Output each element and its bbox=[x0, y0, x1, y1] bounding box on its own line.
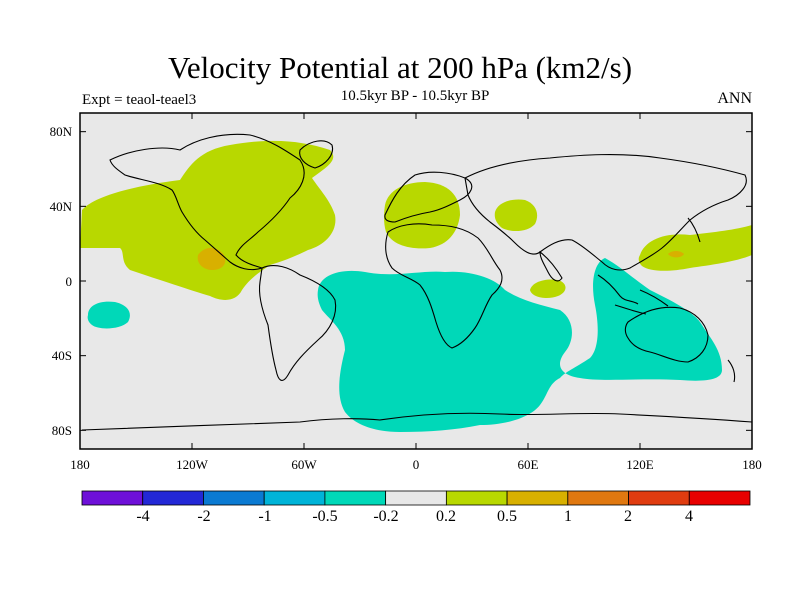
experiment-label: Expt = teaol-teael3 bbox=[82, 92, 197, 108]
colorbar-label: 2 bbox=[624, 508, 632, 525]
x-tick-label: 0 bbox=[412, 457, 420, 472]
colorbar-label: 0.2 bbox=[436, 508, 456, 525]
colorbar-label: -1 bbox=[258, 508, 272, 525]
region-middle-east bbox=[494, 199, 538, 232]
colorbar-swatch bbox=[142, 490, 204, 506]
colorbar-label: 4 bbox=[685, 508, 693, 525]
colorbar-label: -2 bbox=[197, 508, 211, 525]
colorbar-swatch bbox=[385, 490, 447, 506]
region-western-pacific bbox=[638, 225, 752, 271]
colorbar-swatch bbox=[688, 490, 751, 506]
region-europe bbox=[384, 182, 460, 249]
x-tick-label: 120E bbox=[626, 457, 654, 472]
colorbar-label: -4 bbox=[136, 508, 150, 525]
x-tick-label: 60W bbox=[291, 457, 317, 472]
colorbar-swatch bbox=[628, 490, 690, 506]
y-tick-label: 0 bbox=[65, 274, 73, 289]
colorbar-label: -0.2 bbox=[373, 508, 399, 525]
colorbar-label: 1 bbox=[564, 508, 572, 525]
season-label: ANN bbox=[717, 90, 752, 107]
axis-ticks bbox=[79, 113, 753, 449]
colorbar-swatch bbox=[567, 490, 629, 506]
region-eastern-pacific-core bbox=[197, 247, 226, 270]
colorbar bbox=[81, 490, 751, 506]
colorbar-swatch bbox=[324, 490, 387, 506]
region-south-pacific bbox=[87, 301, 130, 329]
chart-title: Velocity Potential at 200 hPa (km2/s) bbox=[167, 50, 633, 85]
y-tick-label: 40N bbox=[49, 199, 72, 214]
coastlines bbox=[81, 133, 753, 431]
colorbar-swatch bbox=[506, 490, 569, 506]
colorbar-swatch bbox=[445, 490, 508, 506]
x-tick-label: 120W bbox=[176, 457, 208, 472]
x-tick-label: 180 bbox=[70, 457, 90, 472]
y-tick-label: 80N bbox=[49, 124, 72, 139]
x-tick-label: 180 bbox=[742, 457, 762, 472]
region-south-atlantic bbox=[317, 258, 722, 432]
chart-subtitle: 10.5kyr BP - 10.5kyr BP bbox=[340, 88, 490, 104]
colorbar-label: 0.5 bbox=[497, 508, 517, 525]
colorbar-swatch bbox=[263, 490, 326, 506]
y-tick-label: 40S bbox=[51, 348, 72, 363]
x-tick-label: 60E bbox=[517, 457, 539, 472]
region-western-pacific-core bbox=[668, 251, 684, 258]
colorbar-swatch bbox=[81, 490, 144, 506]
y-tick-label: 80S bbox=[51, 423, 72, 438]
colorbar-swatch bbox=[203, 490, 265, 506]
region-arabian-sea bbox=[530, 279, 566, 298]
colorbar-label: -0.5 bbox=[312, 508, 338, 525]
region-north-america-pacific bbox=[80, 140, 336, 300]
